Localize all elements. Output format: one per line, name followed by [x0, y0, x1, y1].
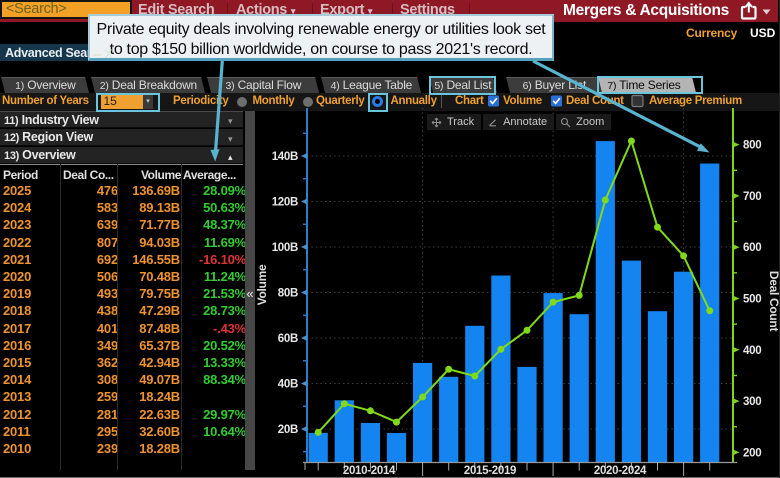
svg-text:700: 700: [743, 191, 761, 203]
svg-text:40B: 40B: [278, 379, 298, 391]
svg-text:80B: 80B: [278, 288, 298, 300]
svg-text:2020-2024: 2020-2024: [594, 465, 647, 477]
svg-text:Volume: Volume: [255, 264, 269, 305]
svg-text:100B: 100B: [272, 242, 298, 254]
svg-text:2015-2019: 2015-2019: [464, 465, 516, 477]
svg-text:120B: 120B: [272, 197, 298, 209]
svg-text:500: 500: [743, 294, 761, 306]
svg-text:2010-2014: 2010-2014: [343, 465, 396, 477]
svg-text:600: 600: [743, 242, 761, 254]
svg-text:20B: 20B: [278, 424, 298, 436]
svg-text:60B: 60B: [278, 333, 298, 345]
svg-text:300: 300: [743, 396, 761, 408]
svg-text:800: 800: [743, 140, 761, 152]
svg-text:Deal Count: Deal Count: [767, 271, 780, 332]
svg-text:200: 200: [743, 447, 761, 459]
svg-text:400: 400: [743, 345, 761, 357]
svg-text:140B: 140B: [272, 151, 298, 163]
